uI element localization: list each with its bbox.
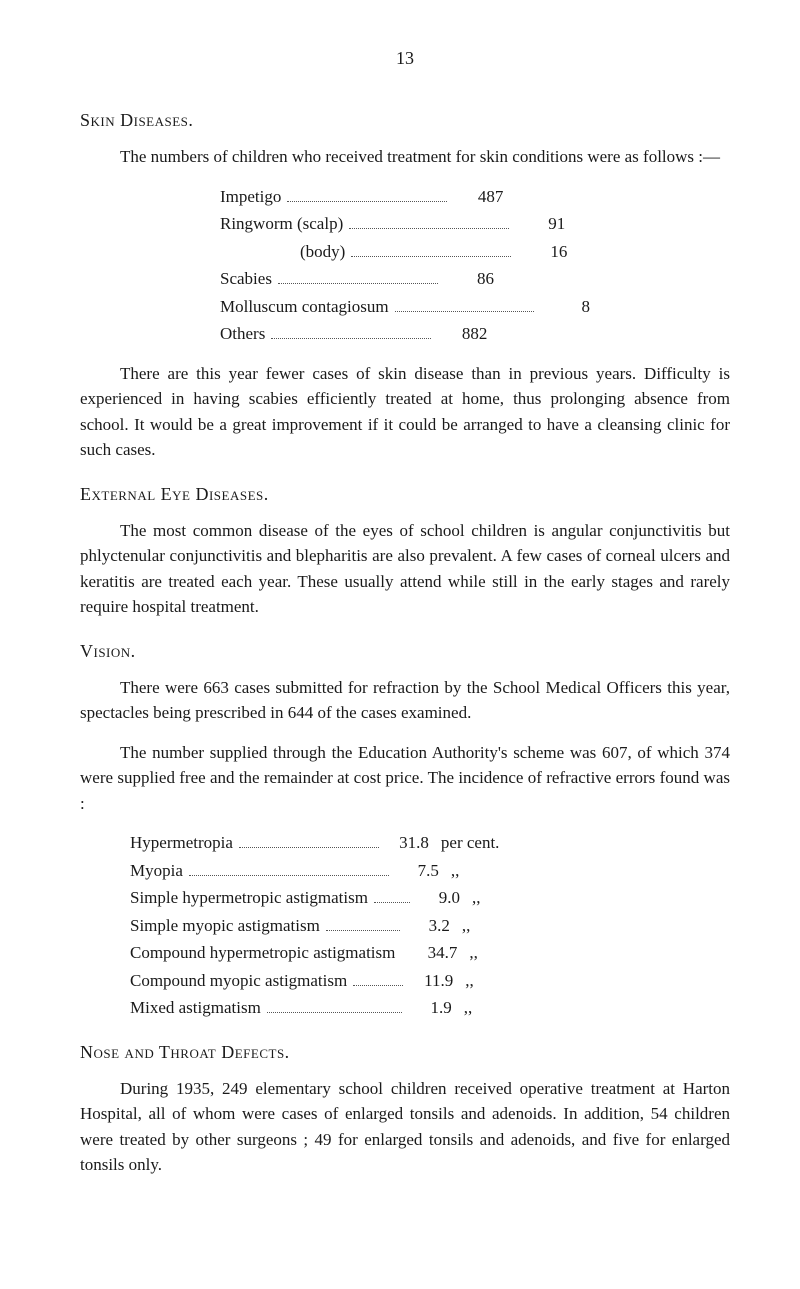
nose-heading: Nose and Throat Defects. xyxy=(80,1039,730,1066)
stat-row: (body) 16 xyxy=(220,239,730,265)
skin-summary-para: There are this year fewer cases of skin … xyxy=(80,361,730,463)
stat-value: 31.8 xyxy=(385,830,429,856)
stat-label: Hypermetropia xyxy=(130,830,233,856)
stat-label: Molluscum contagiosum xyxy=(220,294,389,320)
stat-label: Others xyxy=(220,321,265,347)
stat-row: Scabies 86 xyxy=(220,266,730,292)
stat-dots xyxy=(189,874,389,876)
stat-dots xyxy=(278,282,438,284)
stat-value: 9.0 xyxy=(416,885,460,911)
stat-value: 8 xyxy=(540,294,730,320)
stat-dots xyxy=(326,929,400,931)
vision-stat-list: Hypermetropia31.8per cent.Myopia7.5,,Sim… xyxy=(80,830,730,1021)
stat-row: Compound hypermetropic astigmatism 34.7,, xyxy=(130,940,730,966)
stat-label: Compound myopic astigmatism xyxy=(130,968,347,994)
stat-row: Ringworm (scalp) 91 xyxy=(220,211,730,237)
stat-row: Mixed astigmatism 1.9,, xyxy=(130,995,730,1021)
stat-dots xyxy=(287,200,447,202)
skin-heading: Skin Diseases. xyxy=(80,107,730,134)
stat-value: 1.9 xyxy=(408,995,452,1021)
stat-label: Mixed astigmatism xyxy=(130,995,261,1021)
stat-value: 3.2 xyxy=(406,913,450,939)
stat-label: Compound hypermetropic astigmatism xyxy=(130,940,395,966)
stat-label: Myopia xyxy=(130,858,183,884)
stat-row: Impetigo 487 xyxy=(220,184,730,210)
stat-row: Compound myopic astigmatism 11.9,, xyxy=(130,968,730,994)
stat-unit: ,, xyxy=(453,968,474,994)
skin-intro-para: The numbers of children who received tre… xyxy=(80,144,730,170)
stat-dots xyxy=(395,310,534,312)
stat-dots xyxy=(267,1011,402,1013)
stat-unit: ,, xyxy=(439,858,460,884)
stat-value: 16 xyxy=(517,239,707,265)
vision-para-2: The number supplied through the Educatio… xyxy=(80,740,730,817)
stat-dots xyxy=(351,255,511,257)
stat-row: Simple myopic astigmatism 3.2,, xyxy=(130,913,730,939)
stat-value: 11.9 xyxy=(409,968,453,994)
nose-para: During 1935, 249 elementary school child… xyxy=(80,1076,730,1178)
vision-para-1: There were 663 cases submitted for refra… xyxy=(80,675,730,726)
stat-unit: per cent. xyxy=(429,830,500,856)
eye-para: The most common disease of the eyes of s… xyxy=(80,518,730,620)
stat-row: Myopia 7.5,, xyxy=(130,858,730,884)
stat-label: Simple myopic astigmatism xyxy=(130,913,320,939)
stat-value: 7.5 xyxy=(395,858,439,884)
stat-value: 91 xyxy=(515,211,705,237)
stat-unit: ,, xyxy=(450,913,471,939)
stat-value: 86 xyxy=(444,266,634,292)
stat-dots xyxy=(271,337,431,339)
stat-label: Scabies xyxy=(220,266,272,292)
stat-row: Simple hypermetropic astigmatism 9.0,, xyxy=(130,885,730,911)
document-page: 13 Skin Diseases. The numbers of childre… xyxy=(0,0,800,1252)
stat-dots xyxy=(374,901,410,903)
stat-value: 882 xyxy=(437,321,627,347)
stat-unit: ,, xyxy=(457,940,478,966)
stat-value: 487 xyxy=(453,184,643,210)
stat-dots xyxy=(349,227,509,229)
stat-value: 34.7 xyxy=(413,940,457,966)
page-number: 13 xyxy=(80,45,730,72)
stat-dots xyxy=(353,984,403,986)
stat-unit: ,, xyxy=(452,995,473,1021)
stat-unit: ,, xyxy=(460,885,481,911)
stat-label: Impetigo xyxy=(220,184,281,210)
skin-stat-list: Impetigo487Ringworm (scalp)91(body)16Sca… xyxy=(80,184,730,347)
stat-dots xyxy=(239,846,379,848)
stat-label: Simple hypermetropic astigmatism xyxy=(130,885,368,911)
stat-row: Others 882 xyxy=(220,321,730,347)
stat-row: Hypermetropia 31.8per cent. xyxy=(130,830,730,856)
stat-label: Ringworm (scalp) xyxy=(220,211,343,237)
eye-heading: External Eye Diseases. xyxy=(80,481,730,508)
stat-row: Molluscum contagiosum 8 xyxy=(220,294,730,320)
stat-label: (body) xyxy=(220,239,345,265)
vision-heading: Vision. xyxy=(80,638,730,665)
